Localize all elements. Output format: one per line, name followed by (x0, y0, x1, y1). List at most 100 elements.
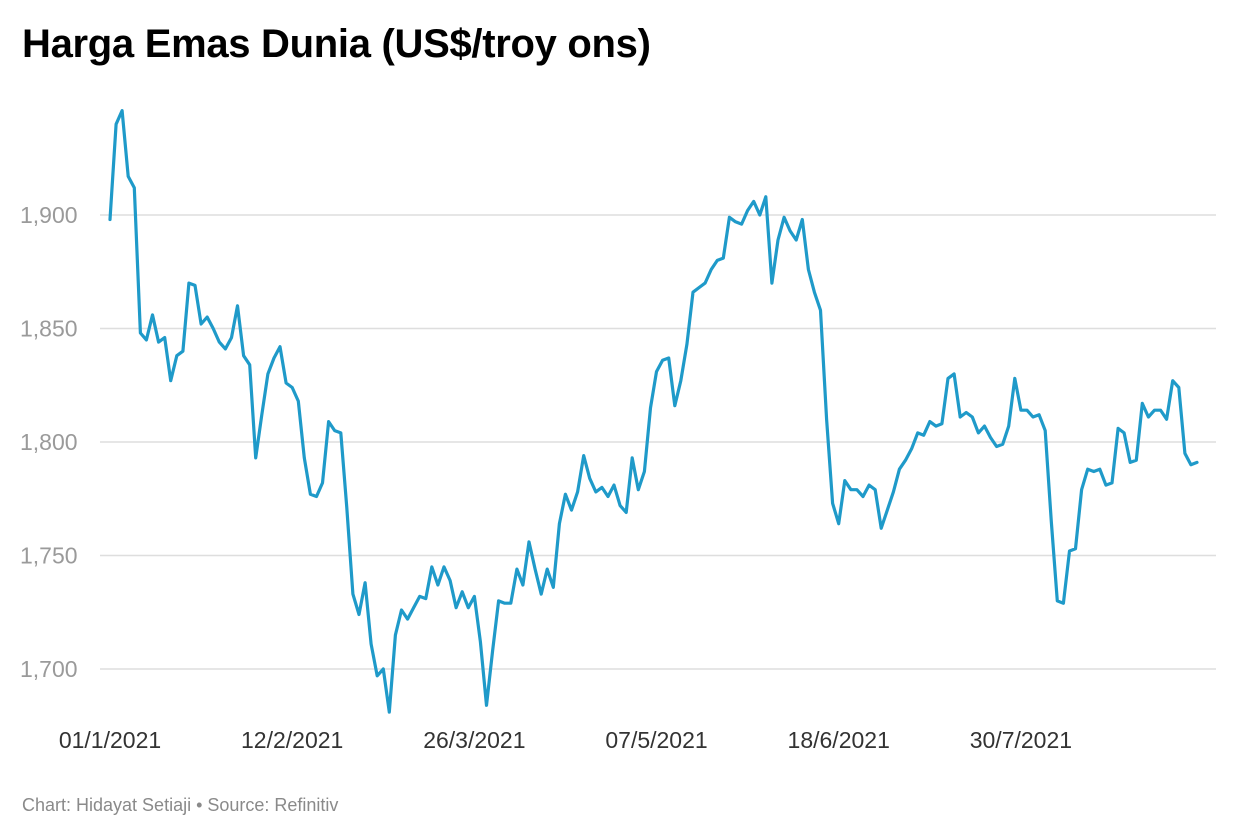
data-point (1177, 386, 1181, 390)
data-point (242, 354, 246, 358)
data-point (1116, 426, 1120, 430)
data-point (393, 633, 397, 637)
data-point (1061, 601, 1065, 605)
data-point (217, 340, 221, 344)
data-point (557, 522, 561, 526)
data-point (879, 526, 883, 530)
data-point (1159, 408, 1163, 412)
data-point (1086, 467, 1090, 471)
data-point (1098, 467, 1102, 471)
data-point (278, 345, 282, 349)
data-point (1146, 415, 1150, 419)
data-point (691, 290, 695, 294)
data-point (357, 613, 361, 617)
data-point (260, 413, 264, 417)
data-point (891, 490, 895, 494)
data-point (952, 372, 956, 376)
data-point (709, 268, 713, 272)
data-point (375, 674, 379, 678)
data-point (120, 109, 124, 113)
data-point (1134, 458, 1138, 462)
data-point (418, 594, 422, 598)
data-point (223, 347, 227, 351)
data-point (606, 495, 610, 499)
data-point (867, 483, 871, 487)
data-point (424, 597, 428, 601)
data-point (521, 583, 525, 587)
data-point (193, 283, 197, 287)
data-point (734, 220, 738, 224)
data-point (266, 372, 270, 376)
data-point (387, 710, 391, 714)
data-point (855, 488, 859, 492)
data-point (527, 540, 531, 544)
data-point (478, 640, 482, 644)
data-point (545, 567, 549, 571)
data-point (1025, 408, 1029, 412)
data-point (697, 286, 701, 290)
data-point (345, 506, 349, 510)
data-point (661, 358, 665, 362)
x-tick-label: 12/2/2021 (241, 727, 343, 753)
data-point (770, 281, 774, 285)
data-point (636, 488, 640, 492)
y-tick-label: 1,800 (20, 429, 78, 455)
data-point (339, 431, 343, 435)
data-point (1122, 431, 1126, 435)
data-point (910, 447, 914, 451)
data-point (539, 592, 543, 596)
data-point (126, 174, 130, 178)
data-point (503, 601, 507, 605)
data-point (819, 308, 823, 312)
x-tick-label: 30/7/2021 (970, 727, 1072, 753)
data-point (618, 504, 622, 508)
data-point (594, 490, 598, 494)
data-point (157, 340, 161, 344)
data-point (254, 456, 258, 460)
data-point (290, 386, 294, 390)
data-point (916, 431, 920, 435)
data-point (315, 495, 319, 499)
data-point (788, 229, 792, 233)
data-point (703, 281, 707, 285)
data-point (144, 338, 148, 342)
data-point (563, 492, 567, 496)
data-point (740, 222, 744, 226)
data-point (108, 218, 112, 222)
data-point (236, 304, 240, 308)
data-point (800, 218, 804, 222)
data-point (333, 429, 337, 433)
series-line-gold-price (108, 108, 1199, 714)
data-point (472, 594, 476, 598)
data-point (381, 667, 385, 671)
data-point (515, 567, 519, 571)
x-tick-label: 07/5/2021 (605, 727, 707, 753)
data-point (679, 379, 683, 383)
data-point (485, 703, 489, 707)
data-point (1049, 520, 1053, 524)
data-point (169, 379, 173, 383)
data-point (151, 313, 155, 317)
data-point (284, 381, 288, 385)
data-point (995, 445, 999, 449)
data-point (904, 458, 908, 462)
data-point (308, 492, 312, 496)
data-point (922, 433, 926, 437)
data-point (369, 642, 373, 646)
data-point (782, 215, 786, 219)
x-tick-label: 26/3/2021 (423, 727, 525, 753)
data-point (163, 336, 167, 340)
data-point (321, 481, 325, 485)
data-point (642, 470, 646, 474)
data-point (746, 209, 750, 213)
data-point (873, 488, 877, 492)
data-point (667, 356, 671, 360)
data-point (964, 411, 968, 415)
data-point (1153, 408, 1157, 412)
data-point (582, 454, 586, 458)
data-point (1068, 549, 1072, 553)
data-point (849, 488, 853, 492)
data-point (976, 431, 980, 435)
data-point (897, 467, 901, 471)
data-point (1140, 401, 1144, 405)
